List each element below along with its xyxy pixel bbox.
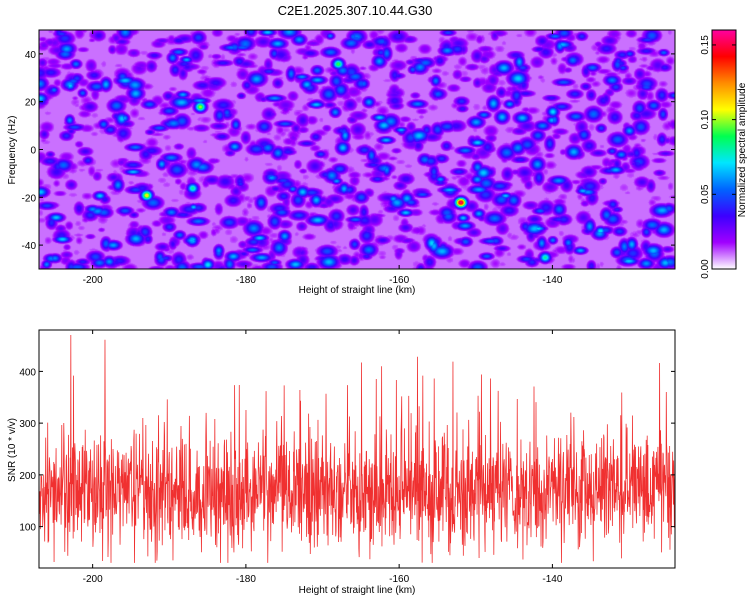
colorbar-frame <box>711 29 737 270</box>
snr-y-axis-label: SNR (10 * v/v) <box>7 418 18 482</box>
snr-panel: -200 -180 -160 -140 100 200 300 400 Height of … <box>7 329 676 596</box>
colorbar-tick-label: 0.00 <box>700 259 711 279</box>
heatmap-image-holder <box>39 30 675 269</box>
snr-x-tick-label: -180 <box>236 574 256 585</box>
snr-x-axis-label: Height of straight line (km) <box>299 585 416 596</box>
heatmap-x-tick-label: -160 <box>389 275 409 286</box>
snr-x-ticks: -200 -180 -160 -140 <box>83 330 563 585</box>
snr-y-tick-label: 300 <box>19 419 36 430</box>
heatmap-x-tick-label: -180 <box>236 275 256 286</box>
colorbar-ticks: 0.00 0.05 0.10 0.15 <box>700 35 736 279</box>
snr-x-tick-label: -160 <box>389 574 409 585</box>
heatmap-image <box>39 30 675 269</box>
snr-x-tick-label: -140 <box>542 574 562 585</box>
chart-title: C2E1.2025.307.10.44.G30 <box>278 3 433 18</box>
heatmap-x-tick-label: -200 <box>83 275 103 286</box>
snr-y-tick-label: 200 <box>19 471 36 482</box>
heatmap-y-axis-label: Frequency (Hz) <box>7 116 18 185</box>
colorbar: 0.00 0.05 0.10 0.15 Normalized spectral amp… <box>700 29 748 279</box>
snr-y-tick-label: 100 <box>19 523 36 534</box>
snr-series-line <box>38 334 676 563</box>
heatmap-y-tick-label: -40 <box>22 241 37 252</box>
heatmap-y-tick-label: 40 <box>25 50 37 61</box>
heatmap-y-tick-label: 20 <box>25 98 37 109</box>
colorbar-gradient <box>712 30 736 269</box>
heatmap-x-ticks: -200 -180 -160 -140 <box>83 30 563 286</box>
colorbar-tick-label: 0.10 <box>700 109 711 129</box>
heatmap-y-ticks: -40 -20 0 20 40 <box>22 50 675 252</box>
heatmap-x-axis-label: Height of straight line (km) <box>299 285 416 296</box>
heatmap-x-tick-label: -140 <box>542 275 562 286</box>
snr-series-group <box>38 334 676 563</box>
heatmap-y-tick-label: 0 <box>30 146 36 157</box>
snr-y-ticks: 100 200 300 400 <box>19 367 675 534</box>
colorbar-tick-label: 0.15 <box>700 35 711 55</box>
colorbar-tick-label: 0.05 <box>700 184 711 204</box>
heatmap-y-tick-label: -20 <box>22 193 37 204</box>
snr-x-tick-label: -200 <box>83 574 103 585</box>
snr-y-tick-label: 400 <box>19 367 36 378</box>
colorbar-label: Normalized spectral amplitude <box>737 82 748 217</box>
snr-plot-area <box>39 330 675 568</box>
snr-frame <box>38 329 676 569</box>
